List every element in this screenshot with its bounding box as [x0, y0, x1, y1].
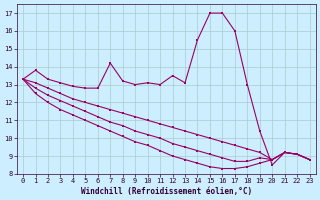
X-axis label: Windchill (Refroidissement éolien,°C): Windchill (Refroidissement éolien,°C) [81, 187, 252, 196]
